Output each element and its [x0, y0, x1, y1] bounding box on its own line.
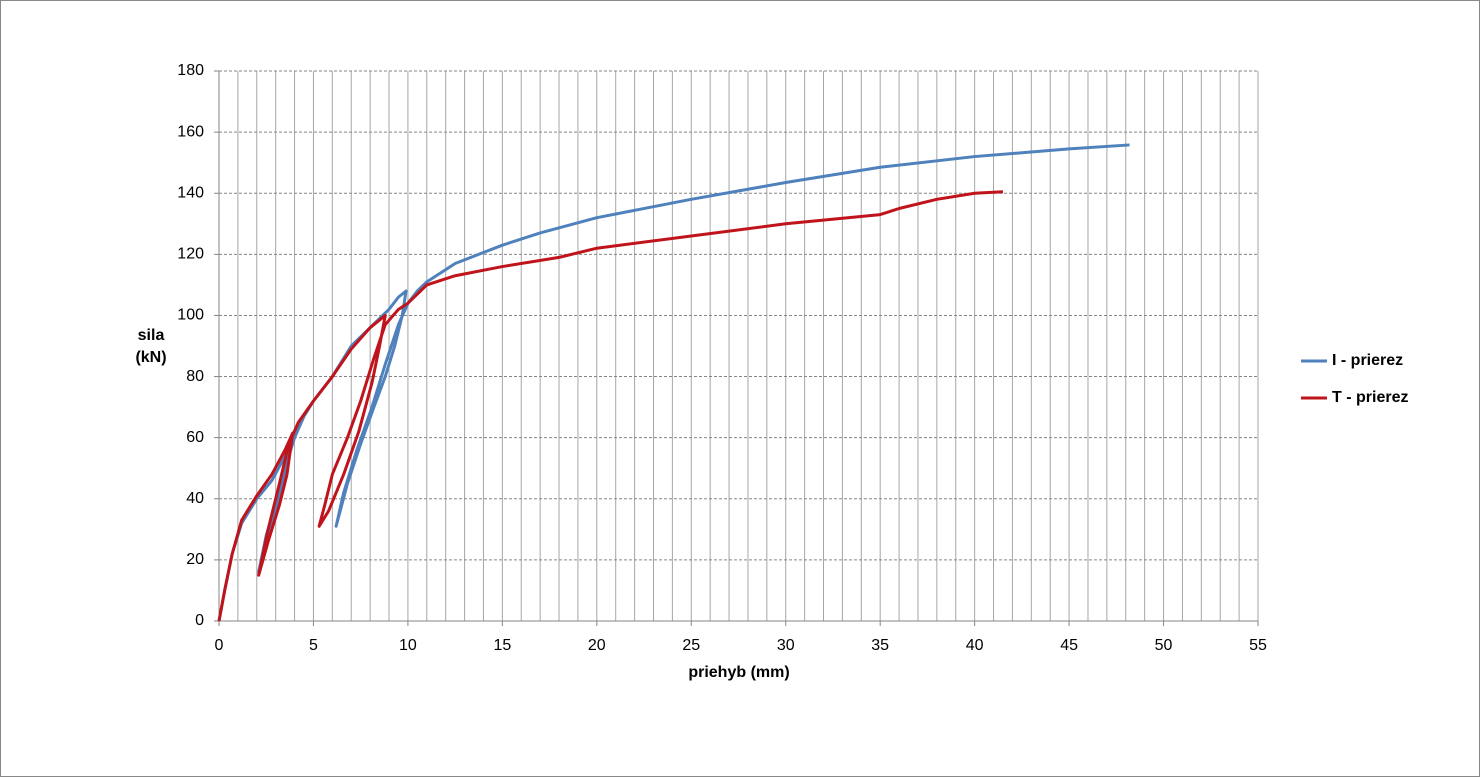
y-axis-label: sila (kN) [135, 327, 167, 366]
x-tick-label: 30 [777, 637, 795, 654]
x-tick-label: 15 [493, 637, 511, 654]
y-tick-label: 140 [177, 184, 204, 201]
y-tick-label: 180 [177, 62, 204, 79]
x-tick-label: 50 [1155, 637, 1173, 654]
legend-label: I - prierez [1332, 352, 1403, 369]
y-tick-label: 0 [195, 612, 204, 629]
x-tick-label: 45 [1060, 637, 1078, 654]
y-tick-label: 60 [186, 429, 204, 446]
y-tick-label: 40 [186, 490, 204, 507]
x-axis-label: priehyb (mm) [688, 664, 789, 681]
x-tick-label: 0 [215, 637, 224, 654]
y-tick-label: 100 [177, 307, 204, 324]
x-tick-label: 55 [1249, 637, 1267, 654]
legend-label: T - prierez [1332, 389, 1408, 406]
x-tick-label: 25 [682, 637, 700, 654]
y-tick-label: 80 [186, 368, 204, 385]
x-tick-label: 5 [309, 637, 318, 654]
x-tick-label: 40 [966, 637, 984, 654]
x-tick-label: 35 [871, 637, 889, 654]
y-tick-label: 120 [177, 246, 204, 263]
y-tick-label: 20 [186, 551, 204, 568]
series-line [217, 143, 1130, 622]
y-tick-label: 160 [177, 123, 204, 140]
x-tick-label: 20 [588, 637, 606, 654]
x-tick-label: 10 [399, 637, 417, 654]
series-line [217, 190, 1004, 622]
